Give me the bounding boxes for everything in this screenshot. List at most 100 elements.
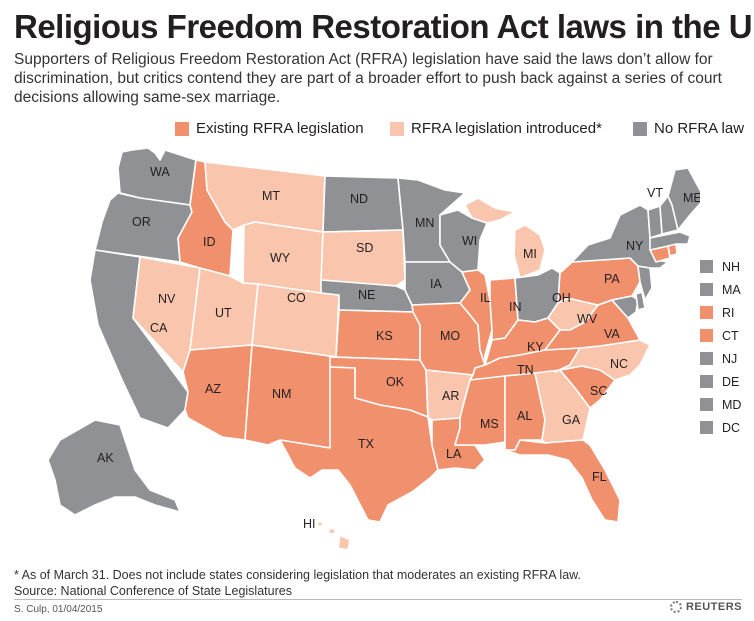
swatch-dc xyxy=(700,421,713,434)
label-mi: MI xyxy=(523,247,537,261)
legend-label-introduced: RFRA legislation introduced* xyxy=(411,120,602,137)
state-de xyxy=(635,291,646,311)
state-ma xyxy=(649,231,691,251)
label-ms: MS xyxy=(480,417,499,431)
small-state-label: NJ xyxy=(722,351,738,366)
footnote: * As of March 31. Does not include state… xyxy=(14,567,744,599)
credit: S. Culp, 01/04/2015 xyxy=(14,604,103,615)
swatch-nj xyxy=(700,352,713,365)
label-la: LA xyxy=(446,447,462,461)
label-vt: VT xyxy=(647,186,663,200)
small-state-ma: MA xyxy=(700,278,750,301)
state-wi xyxy=(439,209,488,273)
swatch-ri xyxy=(700,306,713,319)
small-state-label: MD xyxy=(722,397,742,412)
label-ne: NE xyxy=(358,288,375,302)
label-wy: WY xyxy=(270,251,291,265)
small-state-de: DE xyxy=(700,370,750,393)
small-state-label: CT xyxy=(722,328,739,343)
label-al: AL xyxy=(517,409,532,423)
label-ks: KS xyxy=(376,329,393,343)
us-map: WA OR CA NV ID MT WY UT CO AZ NM ND SD N… xyxy=(47,147,700,551)
legend-item-existing: Existing RFRA legislation xyxy=(175,120,364,137)
swatch-ct xyxy=(700,329,713,342)
label-ky: KY xyxy=(527,340,544,354)
label-az: AZ xyxy=(205,382,221,396)
label-ak: AK xyxy=(97,451,114,465)
label-in: IN xyxy=(509,300,522,314)
reuters-icon xyxy=(669,601,682,613)
small-state-dc: DC xyxy=(700,416,750,439)
swatch-ma xyxy=(700,283,713,296)
label-ia: IA xyxy=(430,277,442,291)
legend: Existing RFRA legislation RFRA legislati… xyxy=(175,120,745,140)
label-mo: MO xyxy=(440,329,460,343)
small-state-label: RI xyxy=(722,305,735,320)
state-tx xyxy=(279,366,439,523)
small-states-legend: NH MA RI CT NJ DE MD DC xyxy=(700,255,750,439)
legend-item-introduced: RFRA legislation introduced* xyxy=(390,120,602,137)
label-me: ME xyxy=(683,191,700,205)
state-sd xyxy=(320,229,406,287)
state-mi xyxy=(513,224,546,279)
label-sd: SD xyxy=(356,241,373,255)
label-ca: CA xyxy=(150,321,168,335)
label-wi: WI xyxy=(462,234,477,248)
map-title: Religious Freedom Restoration Act laws i… xyxy=(14,8,754,45)
map-subtitle: Supporters of Religious Freedom Restorat… xyxy=(14,51,722,106)
label-mt: MT xyxy=(262,189,280,203)
label-nc: NC xyxy=(610,357,628,371)
small-state-label: DC xyxy=(722,420,741,435)
label-nv: NV xyxy=(158,292,176,306)
small-state-label: NH xyxy=(722,259,741,274)
footnote-text: * As of March 31. Does not include state… xyxy=(14,568,581,582)
label-wa: WA xyxy=(150,165,170,179)
swatch-de xyxy=(700,375,713,388)
source-text: Source: National Conference of State Leg… xyxy=(14,584,292,598)
label-hi: HI xyxy=(303,517,316,531)
legend-label-none: No RFRA law xyxy=(654,120,745,137)
label-ut: UT xyxy=(215,306,232,320)
label-ga: GA xyxy=(562,413,581,427)
legend-label-existing: Existing RFRA legislation xyxy=(196,120,364,137)
state-fl xyxy=(504,439,621,523)
label-fl: FL xyxy=(592,470,607,484)
label-ok: OK xyxy=(386,375,405,389)
reuters-wordmark: REUTERS xyxy=(685,601,742,613)
small-state-label: MA xyxy=(722,282,741,297)
label-nd: ND xyxy=(350,192,368,206)
small-state-ri: RI xyxy=(700,301,750,324)
divider xyxy=(14,599,742,600)
legend-item-none: No RFRA law xyxy=(633,120,744,137)
label-id: ID xyxy=(203,235,216,249)
swatch-md xyxy=(700,398,713,411)
small-state-md: MD xyxy=(700,393,750,416)
label-va: VA xyxy=(604,327,620,341)
label-ny: NY xyxy=(626,239,644,253)
label-il: IL xyxy=(480,291,490,305)
state-me xyxy=(667,167,700,231)
label-mn: MN xyxy=(415,216,434,230)
state-ak xyxy=(47,419,181,516)
small-state-ct: CT xyxy=(700,324,750,347)
label-tx: TX xyxy=(358,437,375,451)
reuters-logo: REUTERS xyxy=(669,601,742,613)
label-co: CO xyxy=(287,291,306,305)
label-wv: WV xyxy=(577,312,598,326)
label-tn: TN xyxy=(517,363,534,377)
state-hi-big xyxy=(337,534,351,551)
state-mi-upper xyxy=(464,197,516,224)
label-ar: AR xyxy=(442,389,459,403)
small-state-label: DE xyxy=(722,374,740,389)
label-nm: NM xyxy=(272,387,291,401)
swatch-nh xyxy=(700,260,713,273)
label-oh: OH xyxy=(552,291,571,305)
legend-swatch-none xyxy=(633,121,647,136)
label-or: OR xyxy=(132,215,151,229)
small-state-nh: NH xyxy=(700,255,750,278)
state-hi-oahu xyxy=(316,521,324,527)
state-hi-maui xyxy=(327,527,337,535)
label-pa: PA xyxy=(604,272,620,286)
legend-swatch-existing xyxy=(175,121,189,136)
legend-swatch-introduced xyxy=(390,121,404,136)
